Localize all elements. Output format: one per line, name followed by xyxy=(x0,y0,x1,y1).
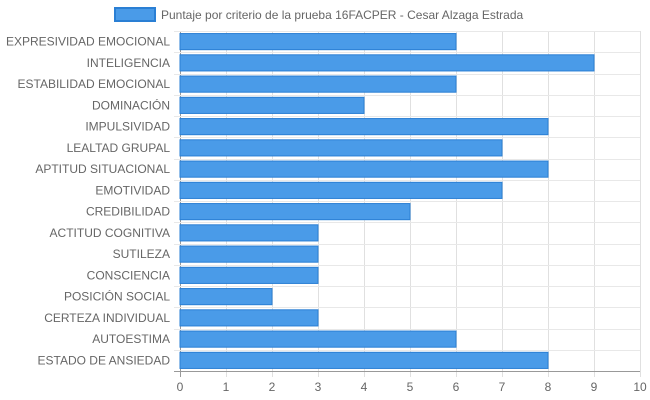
bar[interactable] xyxy=(179,139,503,157)
category-label: SUTILEZA xyxy=(113,247,170,261)
x-tick-label: 5 xyxy=(407,380,414,394)
bar[interactable] xyxy=(179,266,319,284)
bar[interactable] xyxy=(179,309,319,327)
category-label: EMOTIVIDAD xyxy=(95,183,170,197)
x-tick-label: 1 xyxy=(223,380,230,394)
category-label: LEALTAD GRUPAL xyxy=(67,141,171,155)
category-label: APTITUD SITUACIONAL xyxy=(35,162,170,176)
bar[interactable] xyxy=(179,351,549,369)
category-label: EXPRESIVIDAD EMOCIONAL xyxy=(6,35,170,49)
category-label: AUTOESTIMA xyxy=(92,332,170,346)
category-label: IMPULSIVIDAD xyxy=(85,120,170,134)
x-tick-label: 10 xyxy=(633,380,647,394)
x-tick-label: 7 xyxy=(499,380,506,394)
bar[interactable] xyxy=(179,181,503,199)
x-tick-label: 9 xyxy=(591,380,598,394)
bar[interactable] xyxy=(179,75,457,93)
bar[interactable] xyxy=(179,224,319,242)
bar[interactable] xyxy=(179,118,549,136)
x-tick-label: 2 xyxy=(269,380,276,394)
x-tick-label: 0 xyxy=(177,380,184,394)
category-label: INTELIGENCIA xyxy=(87,56,170,70)
bar[interactable] xyxy=(179,288,273,306)
category-label: DOMINACIÓN xyxy=(92,97,170,112)
bar[interactable] xyxy=(179,33,457,51)
bar[interactable] xyxy=(179,54,595,72)
category-label: CREDIBILIDAD xyxy=(86,205,170,219)
category-labels: EXPRESIVIDAD EMOCIONAL INTELIGENCIA ESTABI… xyxy=(6,35,170,368)
bar[interactable] xyxy=(179,160,549,178)
bar[interactable] xyxy=(179,96,365,114)
category-label: CONSCIENCIA xyxy=(87,268,170,282)
x-tick-labels: 0 1 2 3 4 5 6 7 8 9 10 xyxy=(177,380,647,394)
legend-label[interactable]: Puntaje por criterio de la prueba 16FACP… xyxy=(161,8,524,22)
category-label: ACTITUD COGNITIVA xyxy=(50,226,170,240)
bar[interactable] xyxy=(179,245,319,263)
legend-swatch[interactable] xyxy=(114,7,156,22)
category-label: ESTADO DE ANSIEDAD xyxy=(38,353,171,367)
category-label: CERTEZA INDIVIDUAL xyxy=(44,311,170,325)
category-label: POSICIÓN SOCIAL xyxy=(64,289,170,304)
legend[interactable]: Puntaje por criterio de la prueba 16FACP… xyxy=(114,7,524,22)
category-label: ESTABILIDAD EMOCIONAL xyxy=(18,77,171,91)
x-tick-label: 4 xyxy=(361,380,368,394)
x-tick-label: 3 xyxy=(315,380,322,394)
x-tick-label: 6 xyxy=(453,380,460,394)
x-tick-label: 8 xyxy=(545,380,552,394)
bar[interactable] xyxy=(179,203,411,221)
bar[interactable] xyxy=(179,330,457,348)
bars xyxy=(179,33,595,369)
